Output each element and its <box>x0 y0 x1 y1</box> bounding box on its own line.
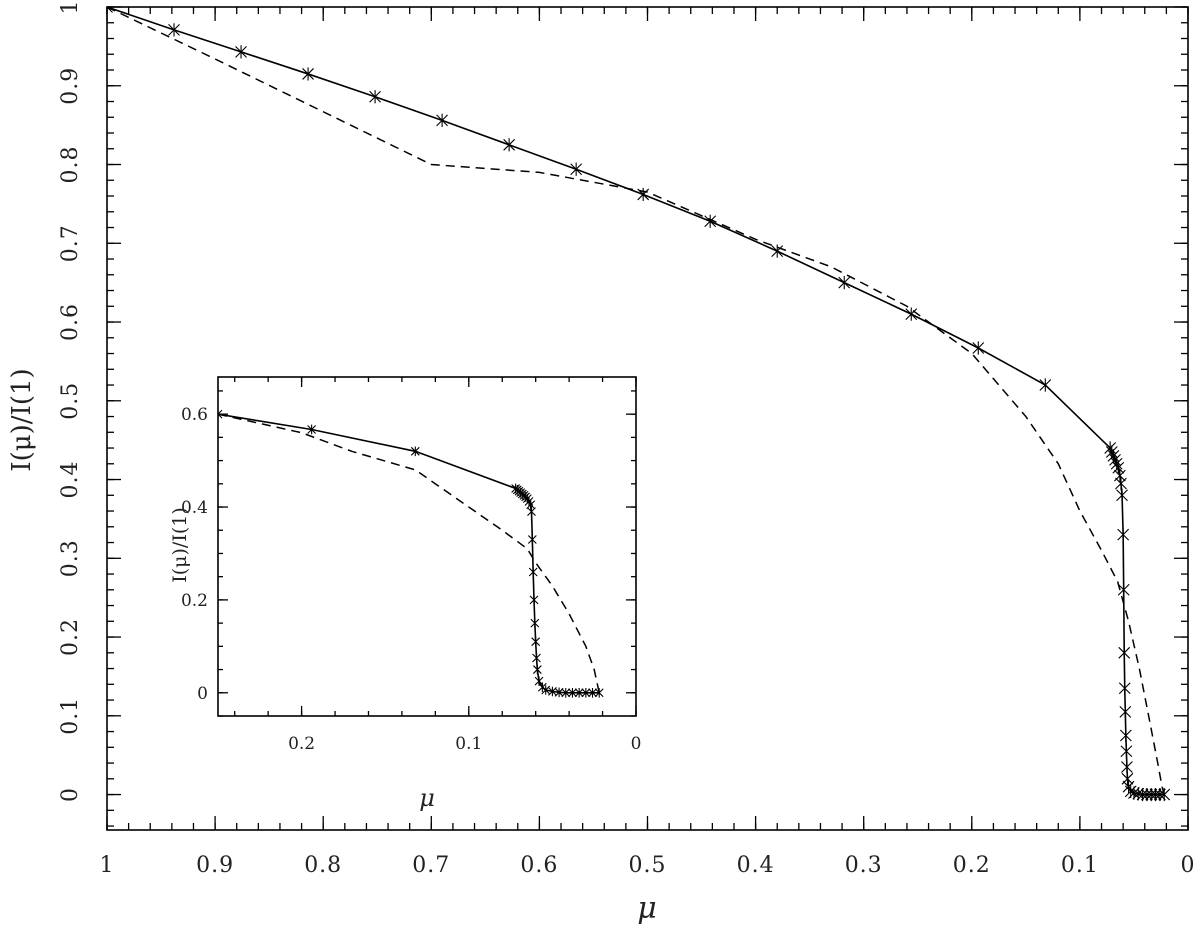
main-data-marker <box>1115 476 1127 491</box>
main-x-tick-label: 0.2 <box>953 853 991 878</box>
main-data-marker <box>838 276 851 290</box>
main-x-tick-label: 0.1 <box>1061 853 1099 878</box>
main-data-marker <box>704 214 717 228</box>
main-y-tick-label: 0.2 <box>58 618 83 656</box>
main-x-tick-label: 0.8 <box>304 853 342 878</box>
main-y-tick-label: 0 <box>58 787 83 802</box>
main-y-tick-label: 0.5 <box>58 382 83 420</box>
inset-x-tick-label: 0 <box>631 734 642 754</box>
main-plot: 1 0.9 0.8 0.7 0.6 0.5 0.4 0.3 0.2 0.1 0 0 0.1 0.2 0.3 0… <box>58 0 1196 878</box>
main-x-tick-label: 0.6 <box>520 853 558 878</box>
main-x-tick-label: 0.5 <box>629 853 667 878</box>
main-x-tick-label: 0.7 <box>412 853 450 878</box>
inset-data-marker <box>554 687 564 698</box>
main-data-marker <box>369 90 381 104</box>
inset-plot: 0.2 0.1 0 0 0.2 0.4 0.6 <box>181 376 642 754</box>
inset-data-marker <box>532 664 542 675</box>
main-data-marker <box>1117 528 1130 542</box>
main-data-marker <box>570 162 583 176</box>
inset-y-axis-label: I(μ)/I(1) <box>169 507 191 583</box>
main-data-marker <box>771 244 784 258</box>
main-data-marker <box>168 23 180 37</box>
main-y-tick-label: 0.3 <box>58 539 83 577</box>
inset-y-tick-label: 0.4 <box>181 498 208 518</box>
main-x-tick-label: 0.9 <box>196 853 234 878</box>
main-series-dashed-line <box>107 7 1165 795</box>
inset-x-axis-label: μ <box>419 784 435 812</box>
main-axis-frame <box>106 6 1189 831</box>
inset-plot-area <box>218 377 636 716</box>
inset-data-marker <box>561 687 571 698</box>
main-data-marker <box>1112 461 1125 475</box>
inset-y-tick-label: 0 <box>197 684 208 704</box>
main-data-marker <box>1118 646 1131 660</box>
inset-data-marker <box>527 534 537 545</box>
main-data-marker <box>436 113 448 128</box>
main-data-marker <box>1121 760 1133 774</box>
inset-series-group <box>218 409 604 698</box>
main-y-tick-label: 1 <box>58 0 83 15</box>
main-data-marker <box>905 307 918 321</box>
main-data-marker <box>1117 583 1130 597</box>
inset-axis-frame <box>217 376 637 717</box>
main-x-tick-label: 1 <box>100 853 115 878</box>
inset-data-marker <box>529 595 539 605</box>
main-y-tick-label: 0.6 <box>58 303 83 341</box>
inset-data-marker <box>527 506 536 517</box>
inset-data-marker <box>581 687 591 698</box>
main-y-tick-label: 0.9 <box>58 67 83 105</box>
main-data-marker <box>1116 488 1128 502</box>
inset-data-marker <box>531 636 541 647</box>
main-data-marker <box>1119 728 1132 743</box>
main-data-marker <box>107 7 113 14</box>
main-y-tick-label: 0.1 <box>58 697 83 735</box>
inset-data-marker <box>410 446 420 457</box>
main-data-marker <box>235 45 247 59</box>
inset-series-dashed-line <box>218 413 600 693</box>
main-x-tick-label: 0.4 <box>737 853 775 878</box>
inset-data-marker <box>526 499 536 510</box>
main-data-marker <box>972 341 985 355</box>
main-data-marker <box>1039 378 1052 392</box>
inset-data-marker <box>528 567 538 577</box>
main-y-tick-label: 0.7 <box>58 224 83 262</box>
main-y-tick-label: 0.8 <box>58 146 83 184</box>
main-data-marker <box>1118 681 1131 695</box>
main-data-marker <box>1120 744 1133 758</box>
inset-y-tick-label: 0.2 <box>181 591 208 611</box>
inset-data-marker <box>568 687 577 698</box>
main-x-tick-label: 0.3 <box>845 853 883 878</box>
main-x-axis-label: μ <box>637 891 657 926</box>
inset-data-marker <box>541 685 551 695</box>
inset-y-tick-label: 0.6 <box>181 405 208 425</box>
inset-x-tick-label: 0.2 <box>288 734 315 754</box>
main-y-tick-label: 0.4 <box>58 461 83 499</box>
main-y-axis-label: I(μ)/I(1) <box>7 368 37 471</box>
inset-x-tick-label: 0.1 <box>455 734 482 754</box>
inset-data-marker <box>530 618 540 628</box>
main-data-marker <box>1110 457 1123 471</box>
inset-data-marker <box>307 424 317 435</box>
inset-data-marker <box>218 409 223 419</box>
main-x-tick-label: 0 <box>1181 853 1196 878</box>
main-data-marker <box>503 138 516 152</box>
main-data-marker <box>1119 705 1132 719</box>
main-series-group <box>107 7 1171 802</box>
main-data-marker <box>302 67 314 81</box>
inset-data-marker <box>588 687 597 698</box>
inset-data-marker <box>532 653 541 663</box>
inset-data-marker <box>574 687 584 698</box>
